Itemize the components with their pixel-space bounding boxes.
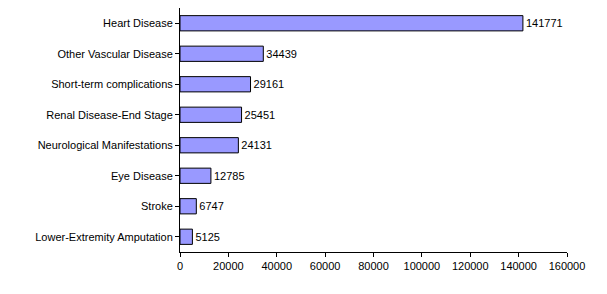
svg-text:60000: 60000 xyxy=(310,260,341,272)
svg-text:140000: 140000 xyxy=(500,260,537,272)
svg-text:100000: 100000 xyxy=(404,260,441,272)
svg-text:141771: 141771 xyxy=(526,17,563,29)
svg-text:24131: 24131 xyxy=(241,139,272,151)
svg-text:5125: 5125 xyxy=(195,231,219,243)
svg-text:25451: 25451 xyxy=(245,109,276,121)
svg-text:120000: 120000 xyxy=(452,260,489,272)
svg-text:Heart Disease: Heart Disease xyxy=(103,17,173,29)
svg-text:20000: 20000 xyxy=(213,260,244,272)
svg-text:Renal Disease-End Stage: Renal Disease-End Stage xyxy=(46,109,173,121)
svg-text:34439: 34439 xyxy=(266,48,297,60)
svg-text:12785: 12785 xyxy=(214,170,245,182)
svg-text:Eye Disease: Eye Disease xyxy=(111,170,173,182)
svg-text:Lower-Extremity Amputation: Lower-Extremity Amputation xyxy=(35,231,173,243)
svg-text:Neurological Manifestations: Neurological Manifestations xyxy=(38,139,174,151)
svg-text:Short-term complications: Short-term complications xyxy=(51,78,173,90)
svg-text:29161: 29161 xyxy=(254,78,285,90)
svg-text:Stroke: Stroke xyxy=(141,200,173,212)
svg-text:80000: 80000 xyxy=(358,260,389,272)
svg-text:0: 0 xyxy=(177,260,183,272)
svg-text:Other Vascular Disease: Other Vascular Disease xyxy=(57,48,172,60)
svg-text:40000: 40000 xyxy=(261,260,292,272)
svg-text:6747: 6747 xyxy=(199,200,223,212)
svg-text:160000: 160000 xyxy=(549,260,586,272)
